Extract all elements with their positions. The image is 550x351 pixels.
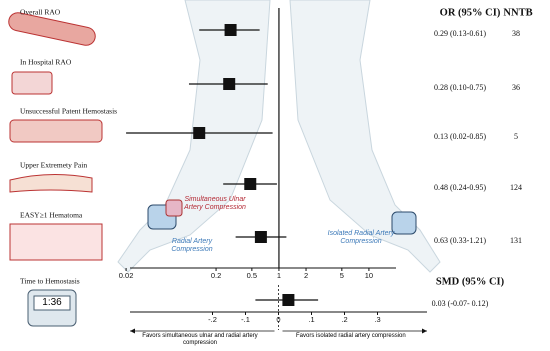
nntb-label: 131 <box>510 236 522 245</box>
device-display: 1:36 <box>42 297 62 308</box>
x-tick-label: 5 <box>340 271 344 280</box>
estimate-label: 0.28 (0.10-0.75) <box>434 83 486 92</box>
estimate-label: 0.48 (0.24-0.95) <box>434 183 486 192</box>
estimate-square <box>282 294 295 306</box>
row-label: Time to Hemostasis <box>20 277 80 286</box>
row-label: Unsuccessful Patent Hemostasis <box>20 107 117 116</box>
x-tick-label: 2 <box>304 271 308 280</box>
row-label: Upper Extremety Pain <box>20 161 87 170</box>
nntb-label: 5 <box>514 132 518 141</box>
estimate-square <box>223 78 236 90</box>
column-header: SMD (95% CI) <box>436 276 505 287</box>
estimate-square <box>254 231 267 243</box>
x-tick-label: .3 <box>374 315 380 324</box>
estimate-label: 0.03 (-0.07- 0.12) <box>432 299 489 308</box>
icons <box>8 12 103 327</box>
row-label: EASY≥1 Hematoma <box>20 211 83 220</box>
estimate-square <box>224 24 237 36</box>
estimate-square <box>244 178 257 190</box>
arrow-head <box>422 328 427 334</box>
annotation: Radial Artery Compression <box>171 238 213 253</box>
x-tick-label: -.1 <box>241 315 250 324</box>
arrow-head <box>130 328 135 334</box>
estimate-square <box>193 127 206 139</box>
x-tick-label: .1 <box>308 315 314 324</box>
nntb-label: 36 <box>512 83 520 92</box>
estimate-label: 0.29 (0.13-0.61) <box>434 29 486 38</box>
column-header: NNTB <box>503 7 532 18</box>
x-tick-label: 10 <box>365 271 373 280</box>
nntb-label: 38 <box>512 29 520 38</box>
x-tick-label: .2 <box>341 315 347 324</box>
x-tick-label: 1 <box>277 271 281 280</box>
estimate-label: 0.13 (0.02-0.85) <box>434 132 486 141</box>
favor-left: Favors simultaneous ulnar and radial art… <box>142 333 258 346</box>
x-tick-label: -.2 <box>208 315 217 324</box>
x-tick-label: 0.2 <box>211 271 221 280</box>
nntb-label: 124 <box>510 183 522 192</box>
row-label: In Hospital RAO <box>20 58 72 67</box>
x-tick-label: 0.02 <box>119 271 134 280</box>
annotation: Simultaneous Ulnar Artery Compression <box>184 196 246 211</box>
estimate-label: 0.63 (0.33-1.21) <box>434 236 486 245</box>
x-tick-label: 0.5 <box>247 271 257 280</box>
x-tick-label: 0 <box>276 315 280 324</box>
row-label: Overall RAO <box>20 8 61 17</box>
favor-right: Favors isolated radial artery compressio… <box>296 333 406 339</box>
annotation: Isolated Radial Artery Compression <box>327 230 395 245</box>
column-header: OR (95% CI) <box>440 7 501 18</box>
